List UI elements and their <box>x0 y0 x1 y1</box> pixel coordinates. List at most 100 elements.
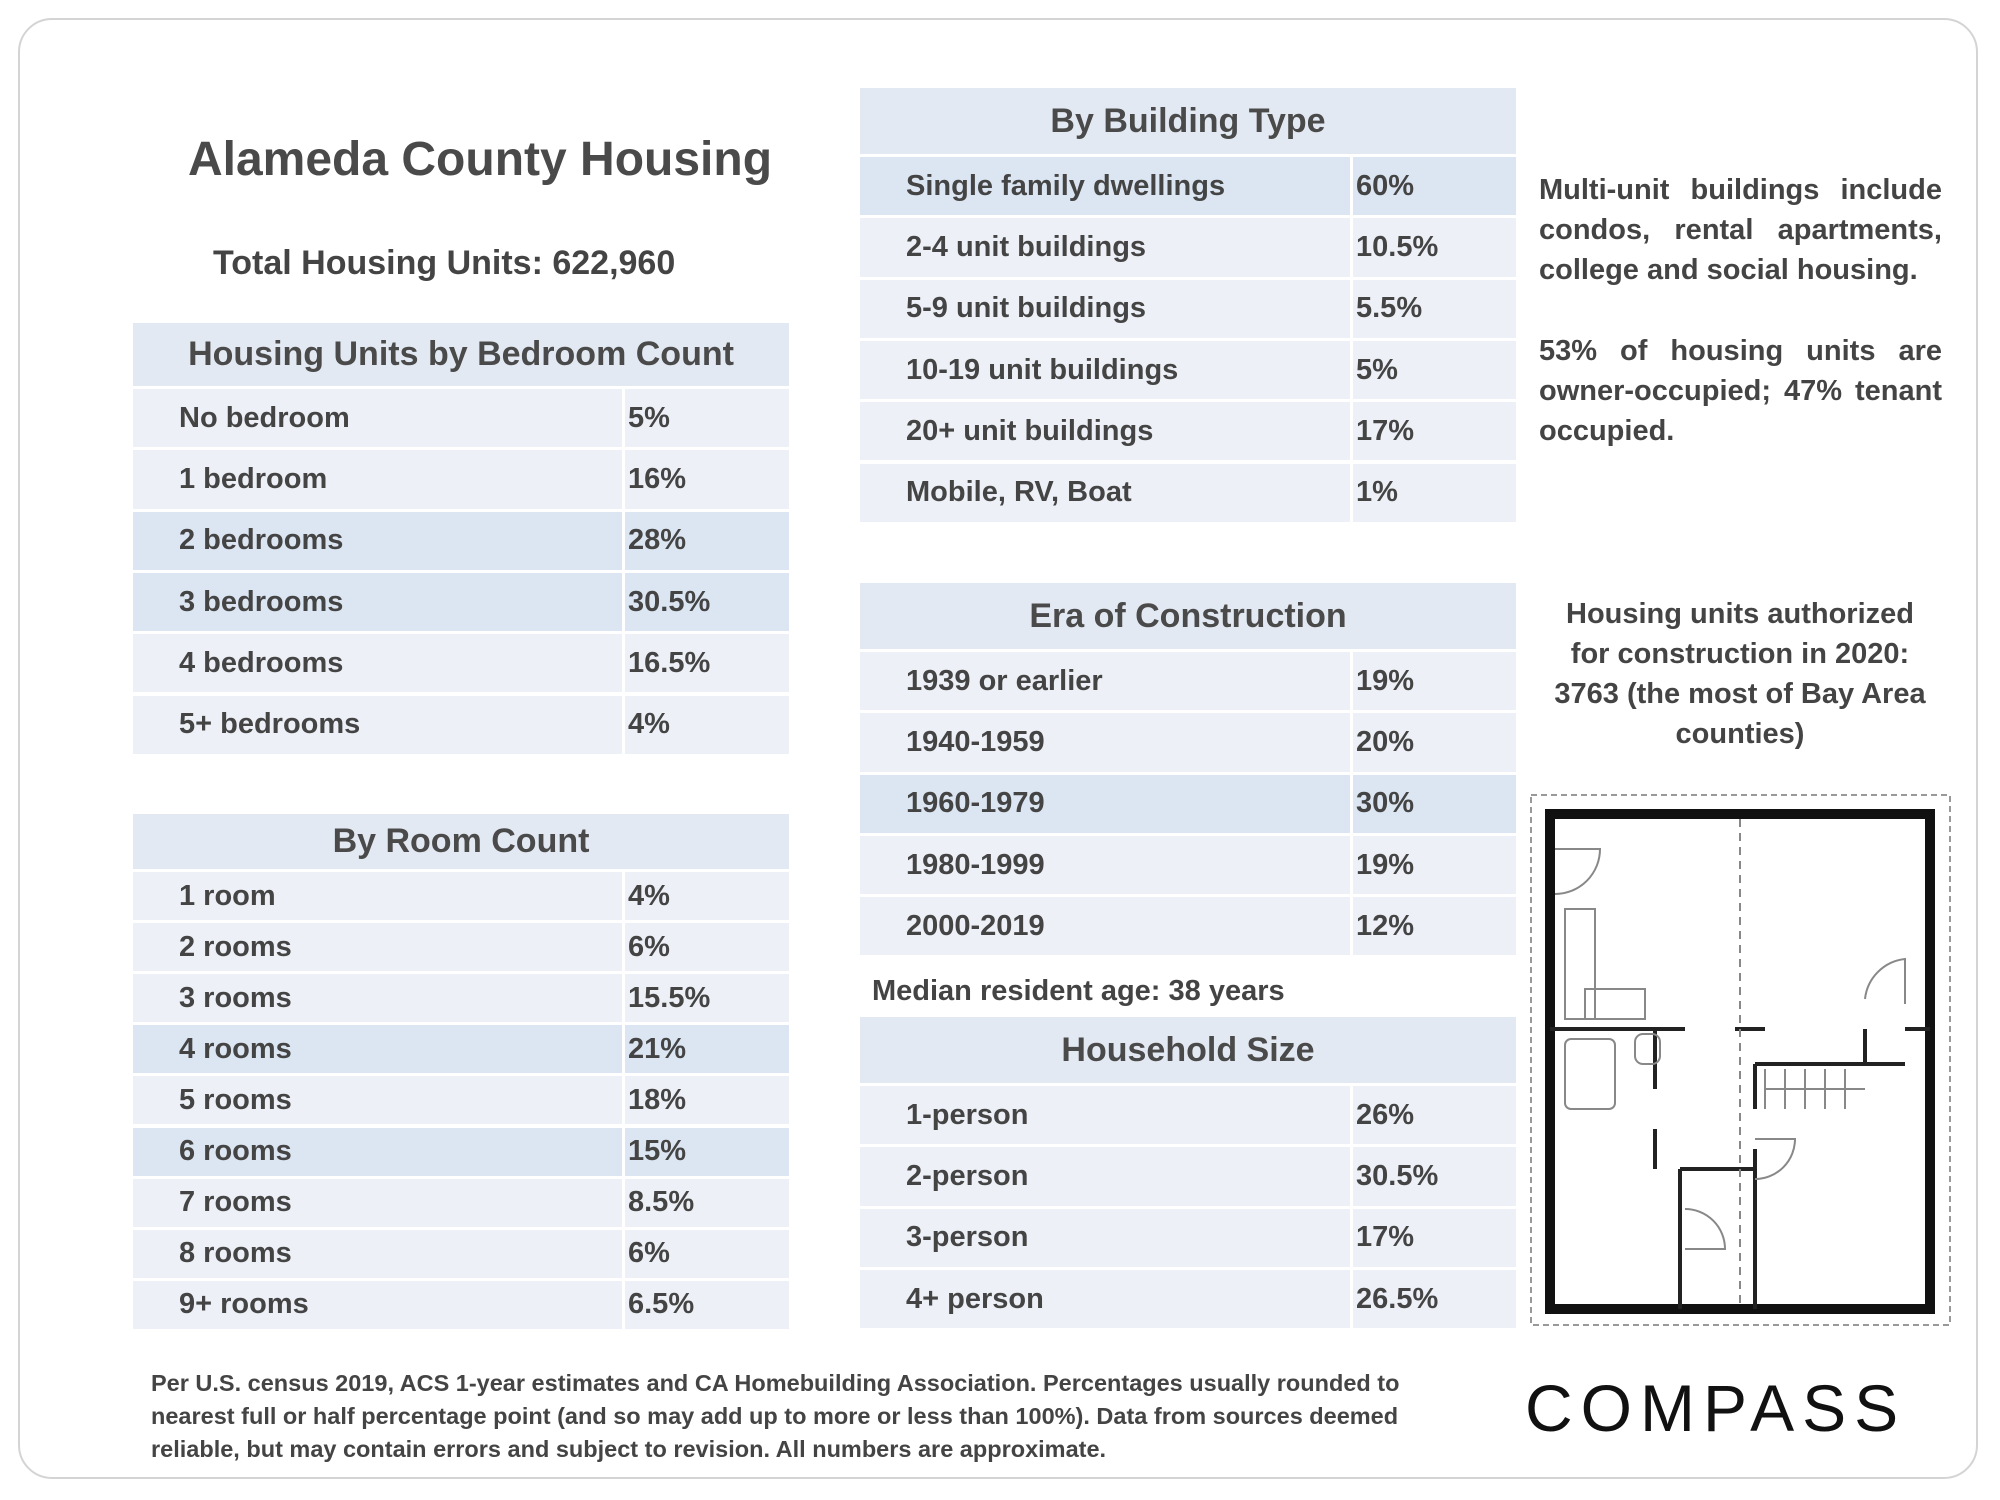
table-row: 1980-1999 19% <box>860 835 1516 898</box>
row-value: 21% <box>628 1032 687 1065</box>
table-header: Housing Units by Bedroom Count <box>133 323 789 389</box>
table-header: Household Size <box>860 1017 1516 1086</box>
table-row: 1-person 26% <box>860 1086 1516 1148</box>
footnote: Per U.S. census 2019, ACS 1-year estimat… <box>151 1370 1400 1462</box>
row-value: 5% <box>628 401 670 434</box>
row-label: 1 bedroom <box>133 450 625 509</box>
row-value: 30.5% <box>1356 1159 1439 1192</box>
table-header: By Building Type <box>860 88 1516 157</box>
row-value: 60% <box>1356 169 1415 202</box>
row-value: 19% <box>1356 848 1415 881</box>
row-value: 4% <box>628 879 670 912</box>
row-label: 2 bedrooms <box>133 511 625 570</box>
row-value: 19% <box>1356 664 1415 697</box>
row-value: 6.5% <box>628 1288 695 1321</box>
row-value: 20% <box>1356 725 1415 758</box>
table-row: 2000-2019 12% <box>860 897 1516 959</box>
table-row: 3-person 17% <box>860 1208 1516 1270</box>
row-label: 2 rooms <box>133 923 625 972</box>
table-row: 1 room 4% <box>133 872 789 924</box>
note: Multi-unit buildings include condos, ren… <box>1539 174 1942 286</box>
table-row: 4 bedrooms 16.5% <box>133 634 789 696</box>
table-row: No bedroom 5% <box>133 389 789 451</box>
row-value: 26% <box>1356 1098 1415 1131</box>
row-value: 15.5% <box>628 981 711 1014</box>
table-header: By Room Count <box>133 814 789 872</box>
note: 53% of housing units are owner-occupied;… <box>1539 335 1942 447</box>
row-label: 3-person <box>860 1208 1353 1267</box>
row-label: 9+ rooms <box>133 1280 625 1329</box>
row-value: 4% <box>628 708 670 741</box>
row-value: 18% <box>628 1083 687 1116</box>
row-value: 8.5% <box>628 1186 695 1219</box>
table: Housing Units by Bedroom Count No bedroom… <box>133 323 789 757</box>
table-row: 3 bedrooms 30.5% <box>133 572 789 635</box>
row-label: 1-person <box>860 1086 1353 1145</box>
row-label: 7 rooms <box>133 1178 625 1227</box>
card <box>18 18 1978 1479</box>
table-row: 2 bedrooms 28% <box>133 511 789 573</box>
row-value: 30.5% <box>628 585 711 618</box>
row-label: 4+ person <box>860 1269 1353 1329</box>
table-row: 2-4 unit buildings 10.5% <box>860 218 1516 280</box>
table-row: 20+ unit buildings 17% <box>860 402 1516 464</box>
table-row: 10-19 unit buildings 5% <box>860 340 1516 403</box>
row-value: 16.5% <box>628 646 711 679</box>
table-row: 6 rooms 15% <box>133 1127 789 1179</box>
row-label: 4 bedrooms <box>133 634 625 693</box>
table: By Room Count 1 room 4% 2 rooms 6% 3 rooms 15.… <box>133 814 789 1332</box>
table-row: 4+ person 26.5% <box>860 1269 1516 1332</box>
row-value: 28% <box>628 524 687 557</box>
table: By Building Type Single family dwellings 6… <box>860 88 1516 525</box>
row-value: 17% <box>1356 1221 1415 1254</box>
row-value: 30% <box>1356 787 1415 820</box>
table-row: 9+ rooms 6.5% <box>133 1280 789 1332</box>
table-row: 5 rooms 18% <box>133 1076 789 1128</box>
row-label: 8 rooms <box>133 1229 625 1278</box>
row-label: 3 bedrooms <box>133 572 625 632</box>
row-label: 2000-2019 <box>860 897 1353 956</box>
table-row: 5-9 unit buildings 5.5% <box>860 279 1516 341</box>
row-value: 6% <box>628 930 670 963</box>
row-label: 5+ bedrooms <box>133 695 625 754</box>
logo: COMPASS <box>1525 1371 1907 1445</box>
row-label: Single family dwellings <box>860 157 1353 216</box>
table: Era of Construction 1939 or earlier 19% 194… <box>860 583 1516 959</box>
total-units: Total Housing Units: 622,960 <box>213 244 676 282</box>
row-label: 6 rooms <box>133 1127 625 1176</box>
table-row: 1939 or earlier 19% <box>860 652 1516 714</box>
row-label: 3 rooms <box>133 974 625 1023</box>
row-label: 1940-1959 <box>860 713 1353 772</box>
row-value: 16% <box>628 462 687 495</box>
row-label: 5-9 unit buildings <box>860 279 1353 338</box>
row-label: 1939 or earlier <box>860 652 1353 711</box>
row-label: No bedroom <box>133 389 625 448</box>
table-row: 1 bedroom 16% <box>133 450 789 512</box>
row-label: 4 rooms <box>133 1025 625 1074</box>
row-value: 10.5% <box>1356 230 1439 263</box>
title: Alameda County Housing <box>187 133 773 186</box>
table-row: 5+ bedrooms 4% <box>133 695 789 757</box>
table-row: 4 rooms 21% <box>133 1025 789 1077</box>
row-label: 1980-1999 <box>860 835 1353 895</box>
table-row: 2-person 30.5% <box>860 1147 1516 1209</box>
row-value: 5.5% <box>1356 292 1423 325</box>
row-label: Mobile, RV, Boat <box>860 463 1353 522</box>
row-value: 12% <box>1356 909 1415 942</box>
row-label: 1 room <box>133 872 625 921</box>
floor-plan <box>1530 794 1951 1326</box>
table-row: Mobile, RV, Boat 1% <box>860 463 1516 525</box>
table-row: 2 rooms 6% <box>133 923 789 975</box>
row-value: 26.5% <box>1356 1282 1439 1315</box>
row-label: 2-4 unit buildings <box>860 218 1353 277</box>
table: Household Size 1-person 26% 2-person 30.5% 3-… <box>860 1017 1516 1332</box>
table-row: 1940-1959 20% <box>860 713 1516 775</box>
median-age: Median resident age: 38 years <box>872 975 1285 1007</box>
row-label: 20+ unit buildings <box>860 402 1353 461</box>
table-row: 3 rooms 15.5% <box>133 974 789 1026</box>
row-label: 1960-1979 <box>860 774 1353 833</box>
table-header: Era of Construction <box>860 583 1516 652</box>
table-row: 8 rooms 6% <box>133 1229 789 1281</box>
table-row: 1960-1979 30% <box>860 774 1516 836</box>
